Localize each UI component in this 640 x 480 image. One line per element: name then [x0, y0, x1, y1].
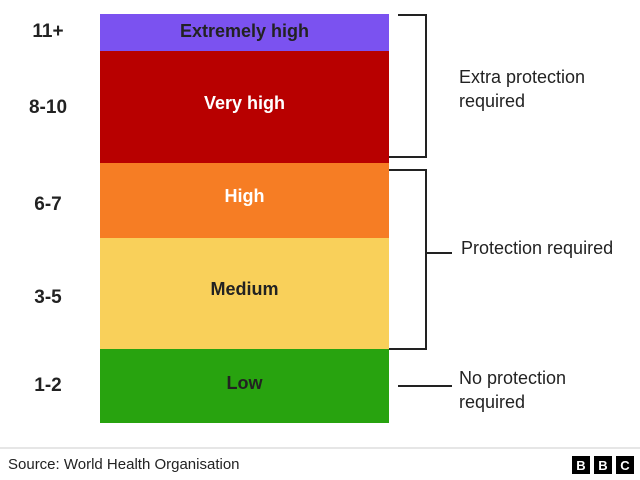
protection-note: Extra protection required: [459, 67, 586, 111]
uv-band: Very high: [100, 51, 389, 163]
uv-band: Medium: [100, 238, 389, 349]
source: Source: World Health Organisation: [8, 456, 240, 473]
uv-band: Extremely high: [100, 14, 389, 51]
uv-range: 6-7: [34, 194, 62, 215]
protection-note: No protection required: [459, 368, 567, 412]
logo-letter: B: [572, 456, 590, 474]
uv-range: 8-10: [28, 97, 68, 118]
protection-note: Protection required: [461, 238, 614, 258]
uv-range: 11+: [32, 21, 64, 42]
uv-band: Low: [100, 349, 389, 423]
logo-letter: B: [594, 456, 612, 474]
uv-range: 1-2: [34, 375, 62, 396]
uv-range: 3-5: [34, 287, 62, 308]
uv-band: High: [100, 163, 389, 238]
logo-letter: C: [616, 456, 634, 474]
